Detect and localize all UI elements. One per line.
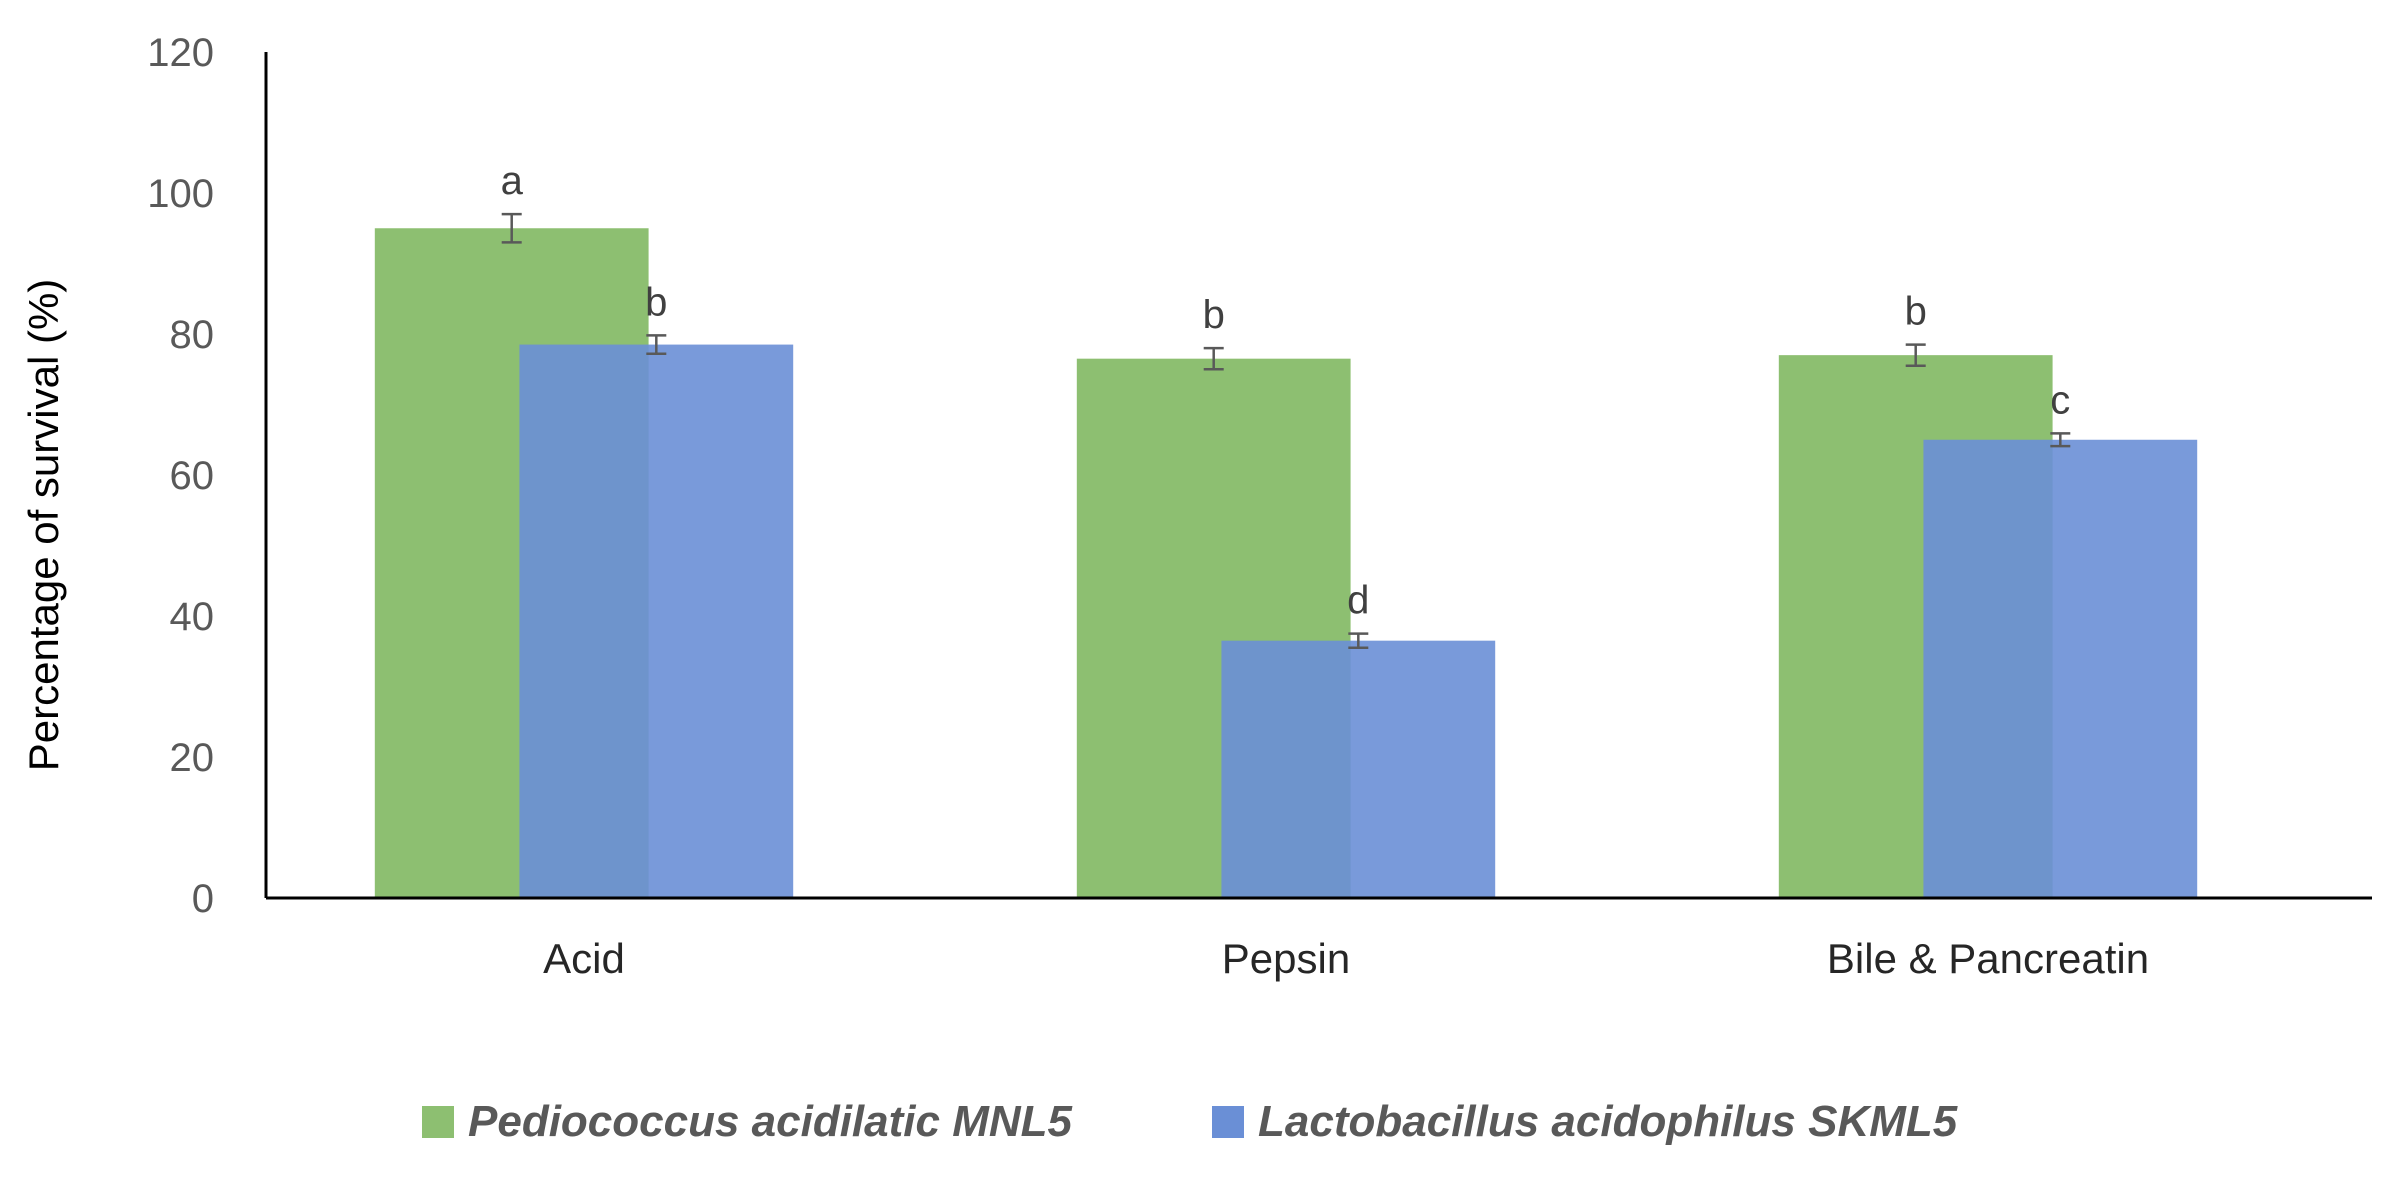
significance-label: b	[1203, 293, 1225, 337]
bar-lactobacillus-2	[1923, 439, 2198, 898]
error-bar	[1348, 632, 1369, 649]
legend-label: Lactobacillus acidophilus SKML5	[1258, 1097, 1958, 1146]
legend: Pediococcus acidilatic MNL5 Lactobacillus…	[422, 1097, 1958, 1146]
y-tick-label: 80	[170, 313, 215, 357]
error-bar	[1905, 343, 1926, 367]
error-bar	[646, 334, 667, 355]
significance-label: c	[2050, 378, 2070, 422]
x-category-label: Acid	[543, 935, 625, 982]
significance-label: a	[501, 159, 524, 203]
bars-layer	[374, 228, 2198, 898]
y-tick-label: 100	[147, 172, 214, 216]
y-tick-label: 60	[170, 454, 215, 498]
significance-label: b	[1905, 290, 1927, 334]
legend-swatch	[422, 1106, 454, 1138]
y-axis-title: Percentage of survival (%)	[20, 279, 67, 772]
significance-labels: a b b d b c	[501, 159, 2071, 622]
bar-lactobacillus-0	[519, 344, 794, 898]
error-bar	[2050, 432, 2071, 448]
x-category-label: Bile & Pancreatin	[1827, 935, 2149, 982]
x-category-label: Pepsin	[1222, 935, 1350, 982]
significance-label: d	[1347, 579, 1369, 623]
x-category-labels: Acid Pepsin Bile & Pancreatin	[543, 935, 2149, 982]
legend-swatch	[1212, 1106, 1244, 1138]
y-tick-label: 0	[192, 877, 214, 921]
significance-label: b	[645, 280, 667, 324]
error-bar	[1203, 346, 1224, 371]
y-tick-labels: 0 20 40 60 80 100 120	[147, 31, 214, 921]
legend-label: Pediococcus acidilatic MNL5	[468, 1097, 1072, 1146]
y-tick-label: 20	[170, 736, 215, 780]
y-tick-label: 120	[147, 31, 214, 75]
error-bar	[501, 212, 522, 244]
bar-lactobacillus-1	[1221, 640, 1496, 898]
y-tick-label: 40	[170, 595, 215, 639]
axes-layer	[264, 52, 2372, 900]
error-bars-layer	[501, 212, 2071, 649]
